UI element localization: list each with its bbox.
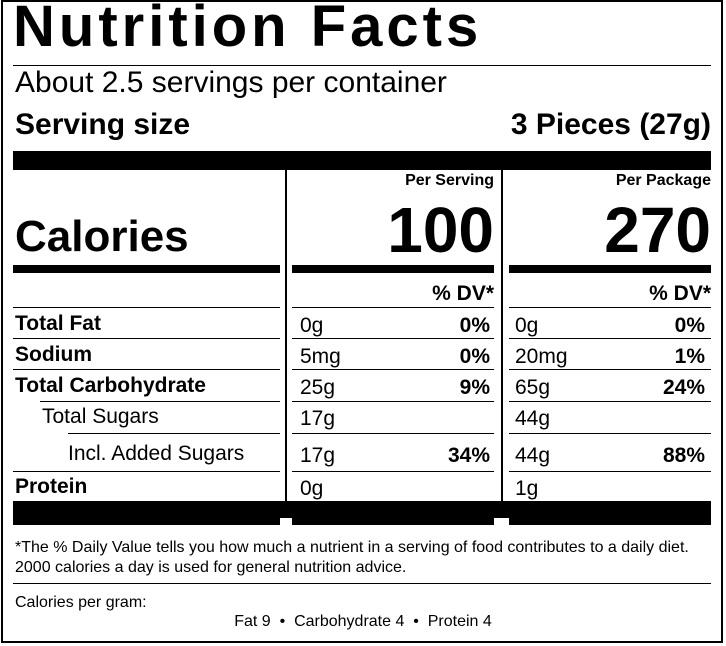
- package-amount: 44g: [515, 444, 551, 467]
- thick-divider-bottom-middle: [292, 501, 494, 525]
- package-dv: 24%: [662, 376, 705, 399]
- calories-bar-right: [509, 265, 711, 273]
- serving-amount: 0g: [300, 477, 324, 500]
- nutrient-name: Total Sugars: [42, 405, 159, 428]
- row-rule: [13, 307, 280, 308]
- row-rule: [40, 401, 280, 402]
- package-dv: 0%: [674, 314, 705, 337]
- thick-divider-bottom-left: [13, 501, 280, 525]
- serving-amount: 0g: [300, 314, 324, 337]
- row-rule: [509, 369, 711, 370]
- serving-amount: 17g: [300, 407, 336, 430]
- row-rule: [292, 433, 494, 434]
- thick-divider-top: [13, 151, 711, 170]
- nutrient-name: Total Carbohydrate: [15, 374, 206, 397]
- thick-divider-bottom-gap: [494, 501, 509, 518]
- calories-per-gram-values: Fat 9 • Carbohydrate 4 • Protein 4: [234, 613, 492, 630]
- row-rule: [292, 369, 494, 370]
- row-rule: [68, 433, 280, 434]
- row-rule: [509, 471, 711, 472]
- top-border: [1, 0, 723, 2]
- package-dv: 1%: [674, 345, 705, 368]
- serving-size-label: Serving size: [15, 108, 191, 141]
- calories-per-serving: 100: [387, 194, 494, 266]
- row-rule: [292, 471, 494, 472]
- package-amount: 20mg: [515, 345, 568, 368]
- row-rule: [13, 338, 280, 339]
- serving-amount: 17g: [300, 444, 336, 467]
- row-rule: [292, 338, 494, 339]
- title-rule: [13, 65, 711, 66]
- per-package-header: Per Package: [615, 172, 711, 189]
- nutrient-name: Incl. Added Sugars: [68, 442, 245, 465]
- serving-dv: 0%: [459, 314, 490, 337]
- serving-dv: 9%: [459, 376, 490, 399]
- per-serving-header: Per Serving: [405, 172, 494, 189]
- serving-dv: 34%: [447, 444, 490, 467]
- serving-amount: 5mg: [300, 345, 341, 368]
- row-rule: [509, 338, 711, 339]
- thick-divider-bottom-right: [509, 501, 711, 525]
- package-dv: 88%: [662, 444, 705, 467]
- serving-amount: 25g: [300, 376, 336, 399]
- row-rule: [292, 401, 494, 402]
- package-amount: 44g: [515, 407, 551, 430]
- calories-per-package: 270: [604, 194, 711, 266]
- label-title: Nutrition Facts: [13, 0, 483, 59]
- package-amount: 65g: [515, 376, 551, 399]
- calories-bar-middle: [292, 265, 494, 273]
- nutrient-name: Protein: [15, 475, 88, 498]
- servings-per-container: About 2.5 servings per container: [15, 66, 447, 99]
- row-rule: [509, 307, 711, 308]
- row-rule: [13, 471, 280, 472]
- row-rule: [509, 433, 711, 434]
- nutrient-name: Sodium: [15, 343, 92, 366]
- calories-per-gram-label: Calories per gram:: [15, 594, 147, 611]
- row-rule: [13, 369, 280, 370]
- row-rule: [292, 307, 494, 308]
- daily-value-footnote: *The % Daily Value tells you how much a …: [15, 539, 689, 576]
- dv-header-package: % DV*: [649, 282, 711, 305]
- column-divider-right: [501, 170, 503, 518]
- package-amount: 1g: [515, 477, 539, 500]
- serving-size-value: 3 Pieces (27g): [510, 108, 711, 141]
- column-divider-left: [285, 170, 287, 518]
- dv-header-serving: % DV*: [432, 282, 494, 305]
- serving-dv: 0%: [459, 345, 490, 368]
- footnote-rule: [13, 583, 711, 584]
- package-amount: 0g: [515, 314, 539, 337]
- nutrient-name: Total Fat: [15, 312, 101, 335]
- calories-label: Calories: [15, 212, 189, 261]
- thick-divider-bottom-gap: [280, 501, 292, 518]
- row-rule: [509, 401, 711, 402]
- calories-bar-left: [13, 265, 280, 273]
